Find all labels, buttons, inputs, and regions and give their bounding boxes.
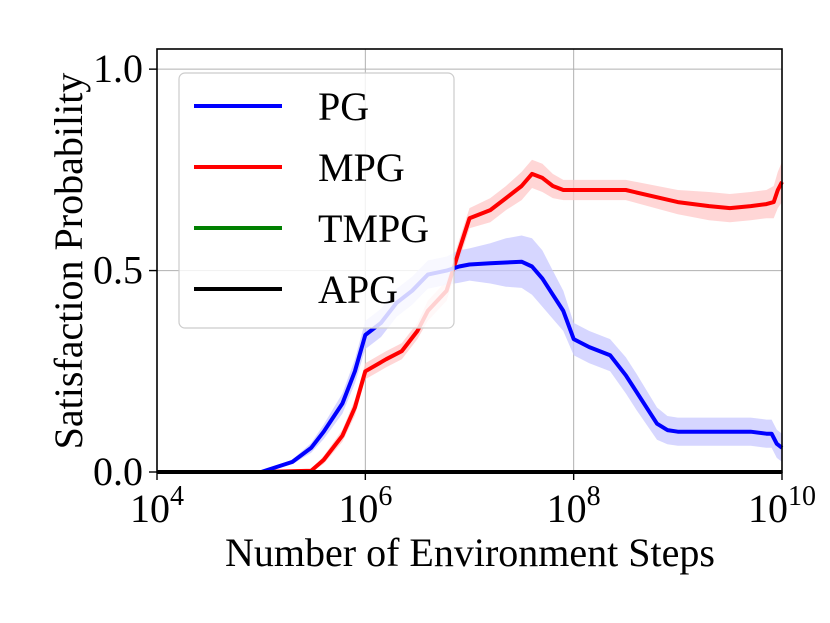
y-tick-label: 1.0 <box>93 46 143 91</box>
legend-label-pg: PG <box>318 84 369 129</box>
x-tick-label: 1010 <box>748 481 816 531</box>
legend-label-tmpg: TMPG <box>318 206 429 251</box>
legend-box <box>178 72 455 329</box>
legend: PG MPG TMPG APG <box>178 72 455 329</box>
x-axis-title: Number of Environment Steps <box>225 530 715 575</box>
legend-item-apg: APG <box>194 267 398 312</box>
legend-item-pg: PG <box>194 84 369 129</box>
y-tick-label: 0.5 <box>93 248 143 293</box>
pg-line <box>260 259 784 474</box>
x-tick-label: 106 <box>338 481 392 531</box>
y-axis-title: Satisfaction Probability <box>46 73 91 450</box>
x-tick-label: 108 <box>547 481 601 531</box>
mpg-line <box>261 171 784 474</box>
x-tick-label: 104 <box>130 481 184 531</box>
axis-ticks: 104 106 108 1010 0.0 0.5 1.0 <box>93 46 816 531</box>
legend-label-apg: APG <box>318 267 398 312</box>
y-tick-label: 0.0 <box>93 449 143 494</box>
legend-item-tmpg: TMPG <box>194 206 429 251</box>
plot-frame <box>156 48 783 473</box>
legend-label-mpg: MPG <box>318 145 405 190</box>
legend-item-mpg: MPG <box>194 145 405 190</box>
